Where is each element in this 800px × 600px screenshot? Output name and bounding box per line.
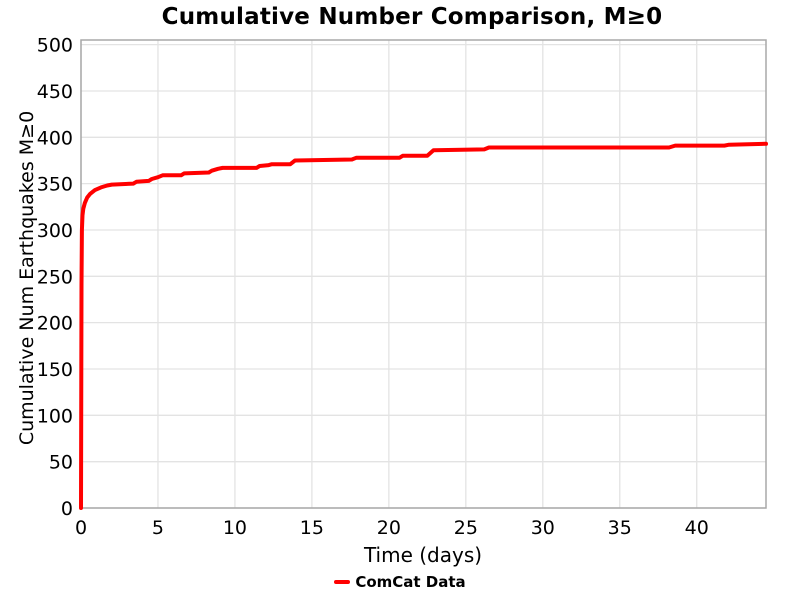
legend-label: ComCat Data bbox=[355, 573, 466, 591]
y-tick-label: 0 bbox=[61, 498, 73, 520]
legend-line-swatch bbox=[334, 580, 351, 584]
y-tick-label: 450 bbox=[37, 81, 73, 103]
chart-title: Cumulative Number Comparison, M≥0 bbox=[161, 4, 663, 30]
y-tick-label: 50 bbox=[49, 452, 73, 474]
y-tick-label: 200 bbox=[37, 313, 73, 335]
y-tick-label: 400 bbox=[37, 127, 73, 149]
x-tick-label: 40 bbox=[685, 517, 709, 539]
x-tick-label: 15 bbox=[300, 517, 324, 539]
x-tick-label: 10 bbox=[223, 517, 247, 539]
x-tick-label: 25 bbox=[454, 517, 478, 539]
y-tick-label: 300 bbox=[37, 220, 73, 242]
x-axis-label: Time (days) bbox=[363, 543, 483, 567]
plot-border bbox=[80, 39, 767, 509]
y-tick-label: 250 bbox=[37, 266, 73, 288]
series-line bbox=[79, 141, 768, 510]
y-tick-label: 100 bbox=[37, 405, 73, 427]
y-tick-label: 350 bbox=[37, 174, 73, 196]
x-tick-label: 20 bbox=[377, 517, 401, 539]
x-tick-label: 35 bbox=[608, 517, 632, 539]
x-tick-label: 0 bbox=[75, 517, 87, 539]
legend: ComCat Data bbox=[0, 573, 800, 591]
y-tick-label: 150 bbox=[37, 359, 73, 381]
y-tick-label: 500 bbox=[37, 35, 73, 57]
x-tick-label: 5 bbox=[152, 517, 164, 539]
x-tick-label: 30 bbox=[531, 517, 555, 539]
